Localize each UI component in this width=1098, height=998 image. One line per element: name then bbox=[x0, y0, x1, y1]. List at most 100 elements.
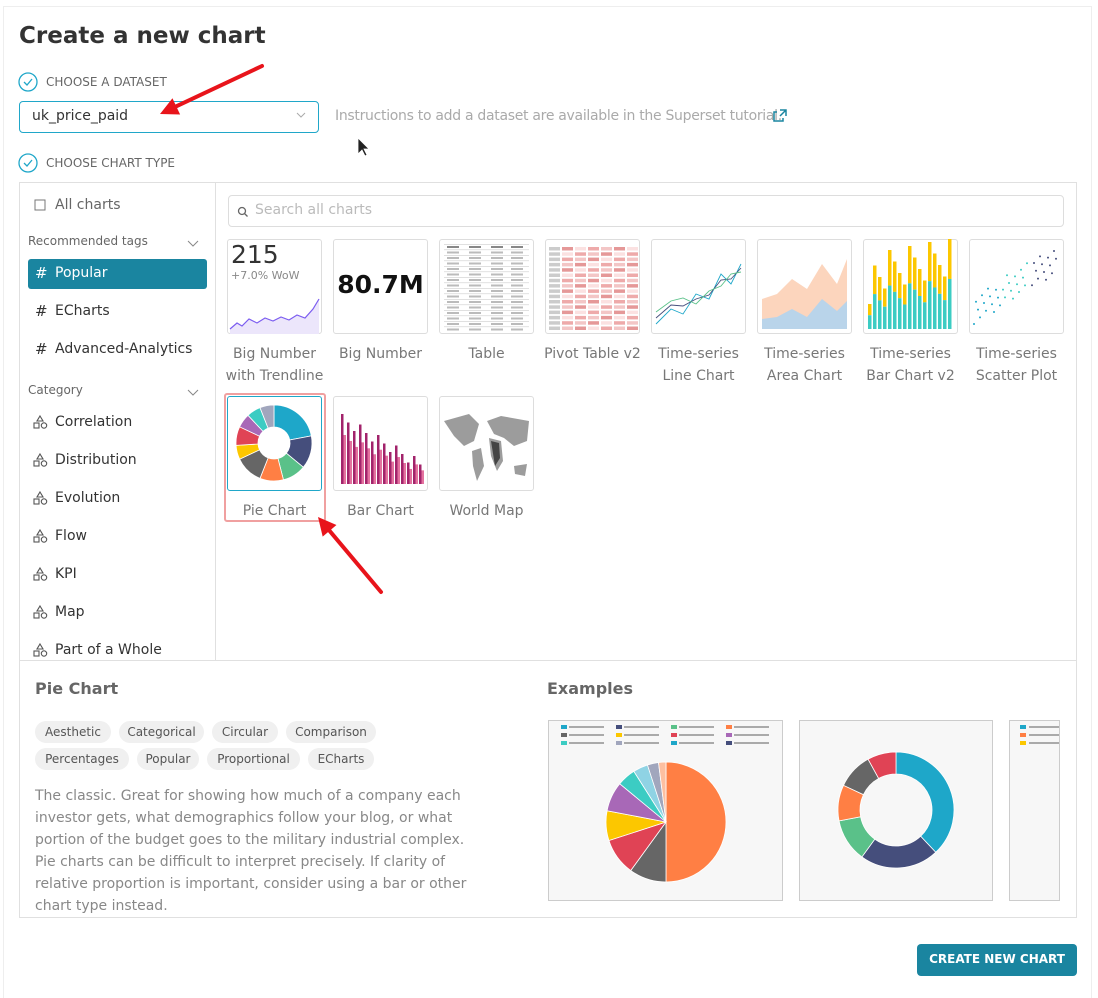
dot bbox=[1043, 271, 1045, 273]
tag-pill bbox=[137, 748, 199, 770]
chart-label[interactable]: Time-series Bar Chart v2 bbox=[866, 346, 955, 384]
bar bbox=[908, 246, 912, 284]
tag-pill bbox=[207, 748, 300, 770]
legend-swatch bbox=[561, 741, 567, 745]
dot bbox=[1004, 296, 1006, 299]
chart-label[interactable]: Pivot Table v2 bbox=[544, 346, 641, 362]
cell bbox=[549, 300, 560, 304]
cell bbox=[549, 326, 560, 330]
thumbnail bbox=[444, 414, 529, 481]
cell bbox=[444, 282, 529, 284]
cell bbox=[627, 321, 638, 325]
cell bbox=[444, 260, 529, 262]
cell bbox=[447, 312, 459, 314]
cell bbox=[444, 304, 529, 306]
cell bbox=[575, 305, 586, 309]
section-title[interactable]: Recommended tags bbox=[28, 234, 148, 248]
example-art bbox=[561, 725, 769, 883]
cell bbox=[491, 262, 503, 265]
chart-label[interactable]: Big Number bbox=[338, 346, 423, 362]
sidebar-category[interactable]: Correlation bbox=[55, 414, 133, 430]
cell bbox=[601, 252, 612, 256]
sidebar-tag[interactable]: Advanced-Analytics bbox=[55, 341, 193, 357]
cell bbox=[575, 268, 586, 272]
cell bbox=[601, 289, 612, 293]
cell bbox=[588, 284, 599, 288]
legend-swatch bbox=[671, 741, 677, 745]
tag-pill-label: ECharts bbox=[317, 752, 365, 766]
cell bbox=[491, 306, 503, 309]
cell bbox=[549, 247, 560, 251]
cell bbox=[575, 326, 586, 330]
trend bbox=[229, 298, 320, 330]
legend-text bbox=[1029, 742, 1059, 744]
sidebar-category[interactable]: Evolution bbox=[55, 490, 121, 506]
cell bbox=[562, 326, 573, 330]
cell bbox=[469, 323, 481, 325]
cell bbox=[469, 317, 481, 320]
sidebar-category[interactable]: Part of a Whole bbox=[55, 642, 162, 658]
bar bbox=[878, 277, 882, 301]
bar bbox=[898, 273, 902, 299]
cell bbox=[562, 310, 573, 315]
cell bbox=[444, 293, 529, 295]
cell bbox=[491, 317, 503, 320]
chart-label[interactable]: World Map bbox=[449, 503, 524, 519]
legend-text bbox=[569, 726, 604, 728]
cell bbox=[549, 315, 560, 320]
chart-label[interactable]: Pie Chart bbox=[242, 503, 307, 519]
sidebar-category[interactable]: KPI bbox=[55, 566, 77, 582]
chart-tile[interactable] bbox=[969, 239, 1064, 334]
create-button-label: CREATE NEW CHART bbox=[929, 952, 1065, 966]
bar bbox=[397, 457, 400, 484]
sidebar-tag[interactable]: ECharts bbox=[55, 303, 110, 319]
dataset-instructions[interactable]: Instructions to add a dataset are availa… bbox=[335, 108, 782, 124]
cell bbox=[627, 278, 638, 283]
legend-text bbox=[679, 742, 714, 744]
cell bbox=[491, 284, 503, 287]
section-title[interactable]: Category bbox=[28, 383, 83, 397]
cell bbox=[627, 310, 638, 315]
thumbnail bbox=[341, 414, 424, 484]
all-charts[interactable]: All charts bbox=[55, 197, 121, 213]
sidebar-category[interactable]: Flow bbox=[55, 528, 87, 544]
cell bbox=[447, 328, 459, 331]
chart-label[interactable]: Time-series Scatter Plot bbox=[975, 346, 1058, 384]
cell bbox=[627, 294, 638, 299]
example-art bbox=[1020, 725, 1059, 745]
cell bbox=[562, 247, 573, 251]
cell bbox=[491, 290, 503, 292]
search-box[interactable] bbox=[228, 195, 1064, 227]
sidebar-category[interactable]: Map bbox=[55, 604, 85, 620]
cell bbox=[588, 273, 599, 277]
cell bbox=[562, 252, 573, 256]
cell bbox=[511, 257, 523, 259]
cell bbox=[444, 321, 529, 322]
chart-label[interactable]: Bar Chart bbox=[347, 503, 414, 519]
cell bbox=[491, 257, 503, 259]
chart-label[interactable]: Time-series Line Chart bbox=[658, 346, 739, 384]
chart-tile[interactable] bbox=[333, 239, 428, 334]
sidebar-category[interactable]: Distribution bbox=[55, 452, 137, 468]
dot bbox=[975, 300, 977, 303]
cell bbox=[614, 310, 625, 315]
bar bbox=[403, 463, 406, 484]
selected-tag[interactable] bbox=[28, 259, 207, 289]
chart-tile[interactable] bbox=[651, 239, 746, 334]
bar bbox=[943, 276, 947, 301]
dot bbox=[995, 288, 997, 291]
dot bbox=[1014, 275, 1016, 278]
chart-label[interactable]: Table bbox=[468, 346, 505, 362]
thumbnail bbox=[549, 247, 638, 330]
thumbnail-art bbox=[444, 244, 529, 331]
chart-label[interactable]: Big Number with Trendline bbox=[225, 346, 324, 384]
chart-label[interactable]: Time-series Area Chart bbox=[764, 346, 845, 384]
dot bbox=[1031, 284, 1033, 287]
cell bbox=[511, 317, 523, 320]
bar bbox=[395, 445, 398, 484]
sidebar-tag[interactable]: Popular bbox=[55, 265, 108, 281]
slice bbox=[665, 761, 727, 883]
cell bbox=[447, 246, 459, 248]
create-button[interactable] bbox=[917, 944, 1077, 976]
cell bbox=[447, 262, 459, 265]
